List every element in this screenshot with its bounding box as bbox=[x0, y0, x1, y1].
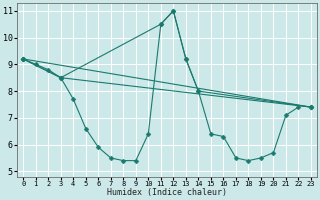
X-axis label: Humidex (Indice chaleur): Humidex (Indice chaleur) bbox=[107, 188, 227, 197]
